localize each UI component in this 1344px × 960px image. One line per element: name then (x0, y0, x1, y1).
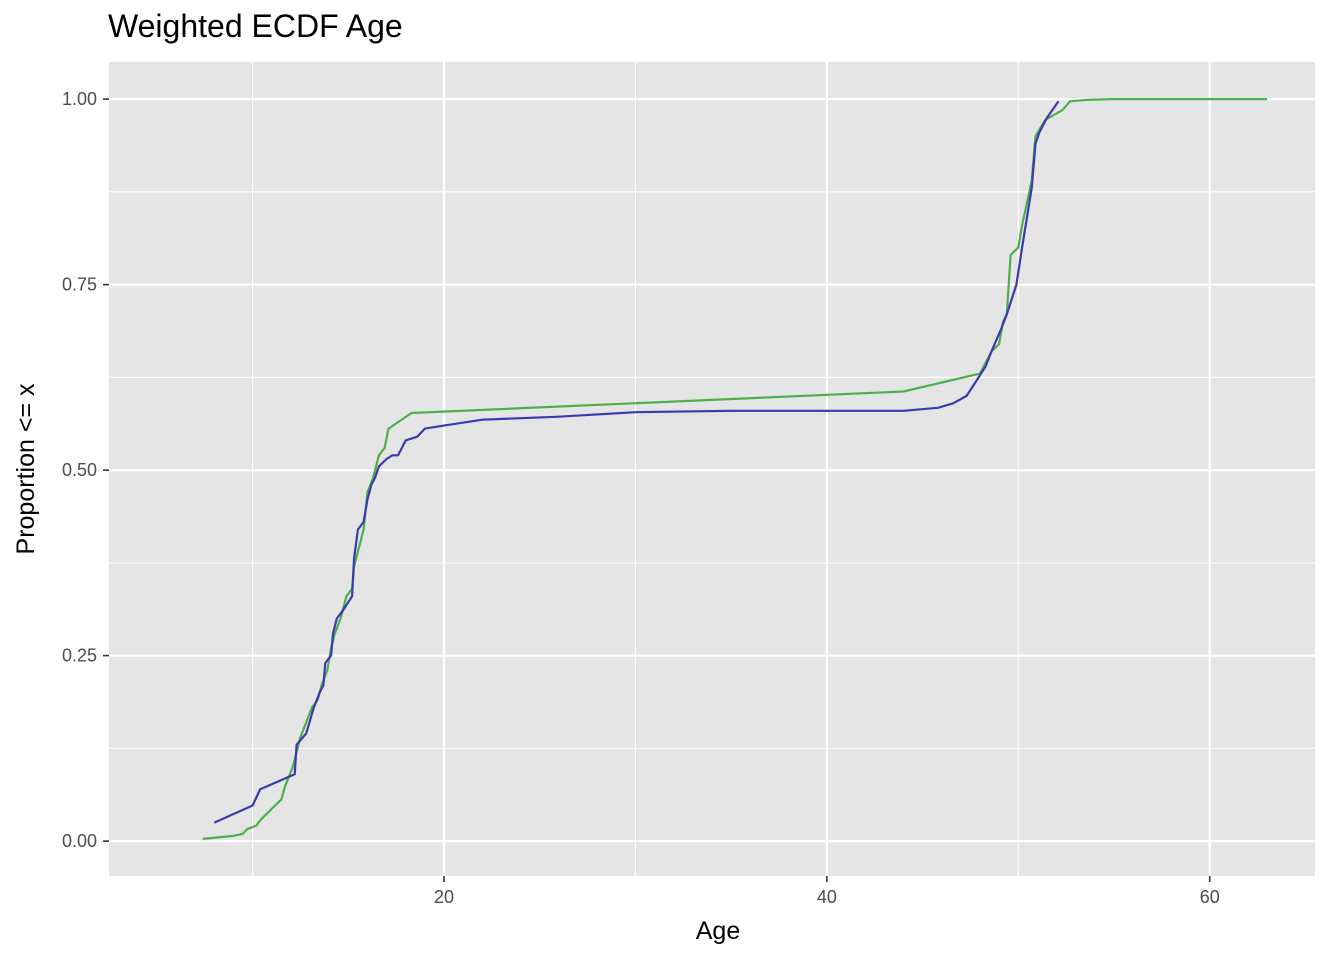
y-tick-label: 0.75 (62, 275, 97, 295)
ecdf-series-line-2 (213, 100, 1060, 824)
series-layer (202, 98, 1268, 840)
y-axis-title: Proportion <= x (12, 383, 40, 554)
x-tick-label: 20 (434, 887, 454, 907)
ecdf-series-line-1 (202, 98, 1268, 840)
x-tick-label: 40 (817, 887, 837, 907)
plot-panel (109, 62, 1315, 876)
axis-ticks: 20 40 60 0.00 0.25 0.50 0.75 1.00 (62, 89, 1220, 907)
y-tick-label: 1.00 (62, 89, 97, 109)
y-tick-label: 0.50 (62, 460, 97, 480)
chart-title: Weighted ECDF Age (108, 8, 403, 44)
y-tick-label: 0.25 (62, 646, 97, 666)
x-axis-title: Age (696, 917, 740, 945)
major-gridlines (109, 62, 1315, 876)
minor-gridlines (109, 62, 1315, 876)
x-tick-label: 60 (1200, 887, 1220, 907)
y-tick-label: 0.00 (62, 831, 97, 851)
